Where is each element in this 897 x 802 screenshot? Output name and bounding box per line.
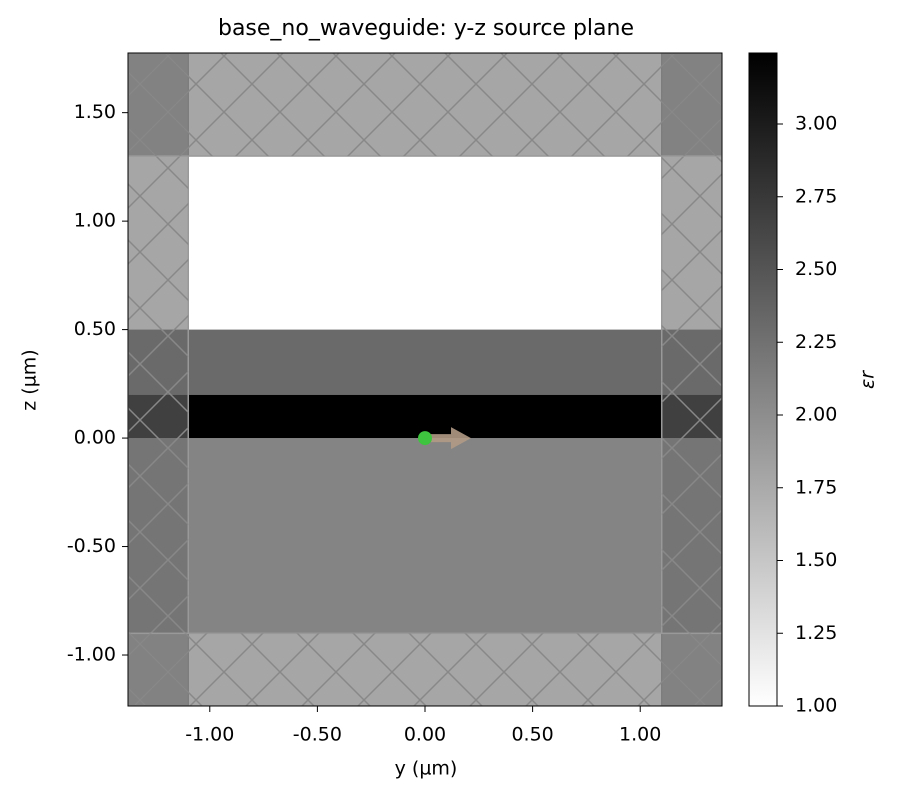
pml-hatch (128, 53, 189, 706)
y-tick-label: -1.00 (67, 644, 116, 666)
structure (128, 329, 722, 395)
colorbar-tick-label: 1.25 (795, 622, 837, 644)
x-tick-label: 0.00 (404, 724, 446, 746)
source-arrow (425, 427, 471, 450)
colorbar-tick-label: 2.50 (795, 258, 837, 280)
y-axis-label: z (µm) (19, 349, 41, 410)
y-tick-label: 0.50 (74, 318, 116, 340)
pml-hatch (128, 53, 722, 157)
x-tick-label: 1.00 (619, 724, 661, 746)
y-tick-label: 1.50 (74, 101, 116, 123)
colorbar (748, 52, 778, 707)
colorbar-tick-label: 2.25 (795, 331, 837, 353)
colorbar-tick-label: 1.00 (795, 695, 837, 717)
y-tick-label: 1.00 (74, 210, 116, 232)
y-tick-label: 0.00 (74, 427, 116, 449)
x-tick-label: 0.50 (511, 724, 553, 746)
colorbar-tick-label: 2.00 (795, 404, 837, 426)
source (418, 431, 432, 446)
chart-title: base_no_waveguide: y-z source plane (218, 16, 634, 41)
colorbar-label: εr (857, 370, 879, 389)
colorbar-tick-label: 3.00 (795, 113, 837, 135)
colorbar-tick-label: 2.75 (795, 185, 837, 207)
x-tick-label: -1.00 (185, 724, 234, 746)
structure (128, 438, 722, 634)
pml-hatch (128, 633, 722, 706)
pml-hatch (661, 53, 722, 706)
y-tick-label: -0.50 (67, 535, 116, 557)
x-tick-label: -0.50 (293, 724, 342, 746)
colorbar-tick-label: 1.75 (795, 476, 837, 498)
x-axis-label: y (µm) (395, 758, 458, 780)
colorbar-tick-label: 1.50 (795, 549, 837, 571)
plot-area (128, 53, 722, 706)
structure (128, 394, 722, 439)
